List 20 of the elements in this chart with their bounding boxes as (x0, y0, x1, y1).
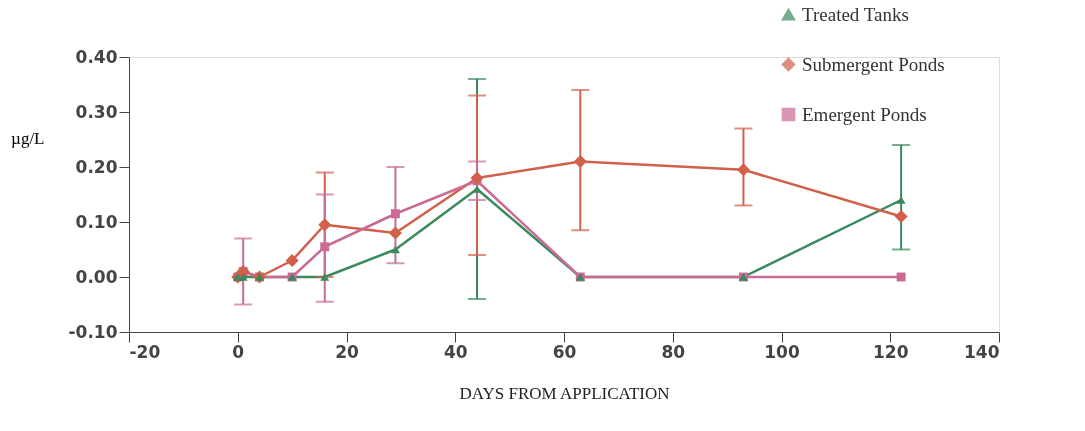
x-tick-label: 120 (873, 341, 909, 362)
x-tick-label: 80 (661, 341, 686, 362)
x-tick-label: 40 (443, 341, 468, 362)
y-tick-label: -0.10 (68, 321, 118, 342)
legend-label: Emergent Ponds (802, 103, 927, 125)
x-tick-label: 100 (764, 341, 800, 362)
y-tick-label: 0.10 (75, 211, 118, 232)
legend-label: Submergent Ponds (802, 53, 945, 75)
x-axis-title: DAYS FROM APPLICATION (459, 383, 670, 403)
y-tick-label: 0.20 (75, 156, 118, 177)
x-tick-label: -20 (129, 341, 161, 362)
x-tick-label: 140 (964, 341, 1000, 362)
y-tick-label: 0.30 (75, 101, 118, 122)
legend-label: Treated Tanks (802, 3, 909, 25)
y-tick-label: 0.00 (75, 266, 118, 287)
x-tick-label: 20 (335, 341, 359, 362)
y-tick-label: 0.40 (75, 46, 118, 67)
x-tick-label: 0 (232, 341, 245, 362)
x-tick-label: 60 (552, 341, 577, 362)
y-axis-title: µg/L (11, 128, 45, 148)
